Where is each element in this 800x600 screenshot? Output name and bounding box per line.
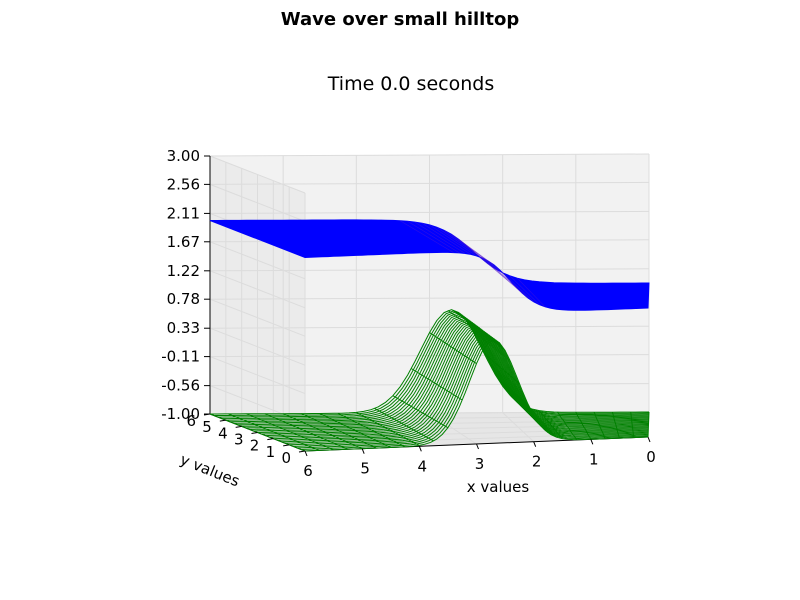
- x-tick: [361, 448, 365, 454]
- x-tick-label: 0: [646, 448, 656, 466]
- y-tick: [235, 425, 242, 428]
- y-tick: [219, 419, 226, 422]
- grid-line: [209, 356, 306, 395]
- wireframe-line: [538, 410, 563, 439]
- blue-surface-shade: [451, 234, 494, 265]
- y-tick-label: 3: [234, 431, 244, 449]
- x-tick: [533, 441, 537, 447]
- wireframe-line: [392, 395, 449, 429]
- z-tick-label: 2.56: [167, 175, 200, 193]
- x-tick-label: 3: [475, 455, 485, 473]
- x-tick-label: 4: [418, 457, 428, 475]
- blue-surface-shade: [400, 220, 454, 253]
- x-tick: [476, 443, 479, 450]
- blue-surface-shade: [517, 277, 546, 308]
- z-tick-label: 3.00: [167, 147, 200, 165]
- grid-line: [209, 270, 306, 309]
- y-tick-label: 6: [186, 412, 196, 430]
- grid-line: [209, 155, 306, 194]
- x-tick: [304, 450, 308, 457]
- y-tick-label: 4: [218, 424, 228, 442]
- y-tick: [203, 413, 211, 416]
- blue-surface-shade: [429, 224, 477, 257]
- y-tick-label: 5: [202, 418, 212, 436]
- y-tick: [251, 432, 258, 434]
- y-tick: [283, 444, 290, 447]
- tick-labels: -1.00 -0.56 -0.11 0.33 0.78 1.22 1.67 2.11 2.56 3…: [161, 147, 656, 480]
- blue-surface-shade: [480, 257, 517, 288]
- figure-title: Wave over small hilltop: [280, 9, 520, 30]
- wireframe-line: [246, 413, 334, 451]
- blue-surface-shade: [502, 272, 534, 303]
- y-tick: [298, 450, 306, 453]
- wireframe-line: [520, 403, 549, 434]
- wireframe-line: [465, 320, 506, 351]
- wireframe-line: [228, 413, 320, 451]
- x-tick-label: 5: [360, 460, 370, 478]
- z-tick-label: 0.78: [167, 290, 200, 308]
- wireframe-line: [611, 412, 620, 439]
- y-axis-label: y values: [178, 450, 243, 490]
- grid-line: [209, 153, 650, 157]
- z-tick-label: 0.33: [167, 319, 200, 337]
- wireframe-line: [593, 412, 606, 439]
- grid-line: [209, 241, 306, 280]
- wireframe-line: [447, 309, 492, 342]
- wireframe-line: [337, 412, 406, 448]
- wireframe-line: [557, 411, 577, 440]
- blue-surface-shade: [509, 275, 540, 305]
- y-tick-label: 1: [266, 443, 276, 461]
- wireframe-line: [374, 407, 434, 442]
- z-tick-label: -1.00: [161, 405, 200, 423]
- wireframe-line: [264, 413, 349, 450]
- y-tick-label: 0: [281, 449, 291, 467]
- grid-line: [209, 327, 306, 366]
- wireframe-line: [647, 411, 650, 438]
- x-tick-label: 6: [303, 462, 313, 480]
- x-axis-label: x values: [467, 478, 530, 496]
- axes-title: Time 0.0 seconds: [327, 73, 495, 95]
- wireframe-line: [319, 413, 392, 448]
- grid-line: [209, 298, 306, 337]
- x-tick-label: 2: [532, 453, 542, 471]
- wireframe-line: [356, 411, 420, 446]
- wireframe-line: [301, 413, 377, 449]
- wireframe-line: [630, 412, 635, 438]
- blue-surface-shade: [422, 222, 471, 255]
- y-tick: [267, 438, 274, 441]
- blue-solid-surface: [209, 219, 650, 311]
- x-tick: [418, 446, 422, 452]
- blue-surface-shade: [443, 230, 489, 262]
- x-tick: [590, 439, 594, 445]
- wireframe-line: [484, 353, 520, 384]
- wireframe-line: [429, 332, 477, 365]
- z-tick-label: 2.11: [167, 204, 200, 222]
- wireframe-line: [502, 385, 535, 416]
- grid-line: [209, 183, 306, 222]
- z-tick-label: 1.22: [167, 262, 200, 280]
- z-tick-label: 1.67: [167, 233, 200, 251]
- blue-surface-shade: [414, 221, 466, 254]
- blue-surface-shade: [407, 221, 460, 254]
- z-tick-label: -0.11: [161, 348, 200, 366]
- wireframe-line: [410, 368, 463, 401]
- blue-surface-shade: [436, 226, 483, 259]
- y-tick-label: 2: [250, 437, 260, 455]
- z-tick-label: -0.56: [161, 377, 200, 395]
- x-tick-label: 1: [589, 450, 599, 468]
- wireframe-line: [575, 412, 592, 440]
- wireframe-line: [282, 413, 363, 450]
- x-tick: [647, 436, 651, 443]
